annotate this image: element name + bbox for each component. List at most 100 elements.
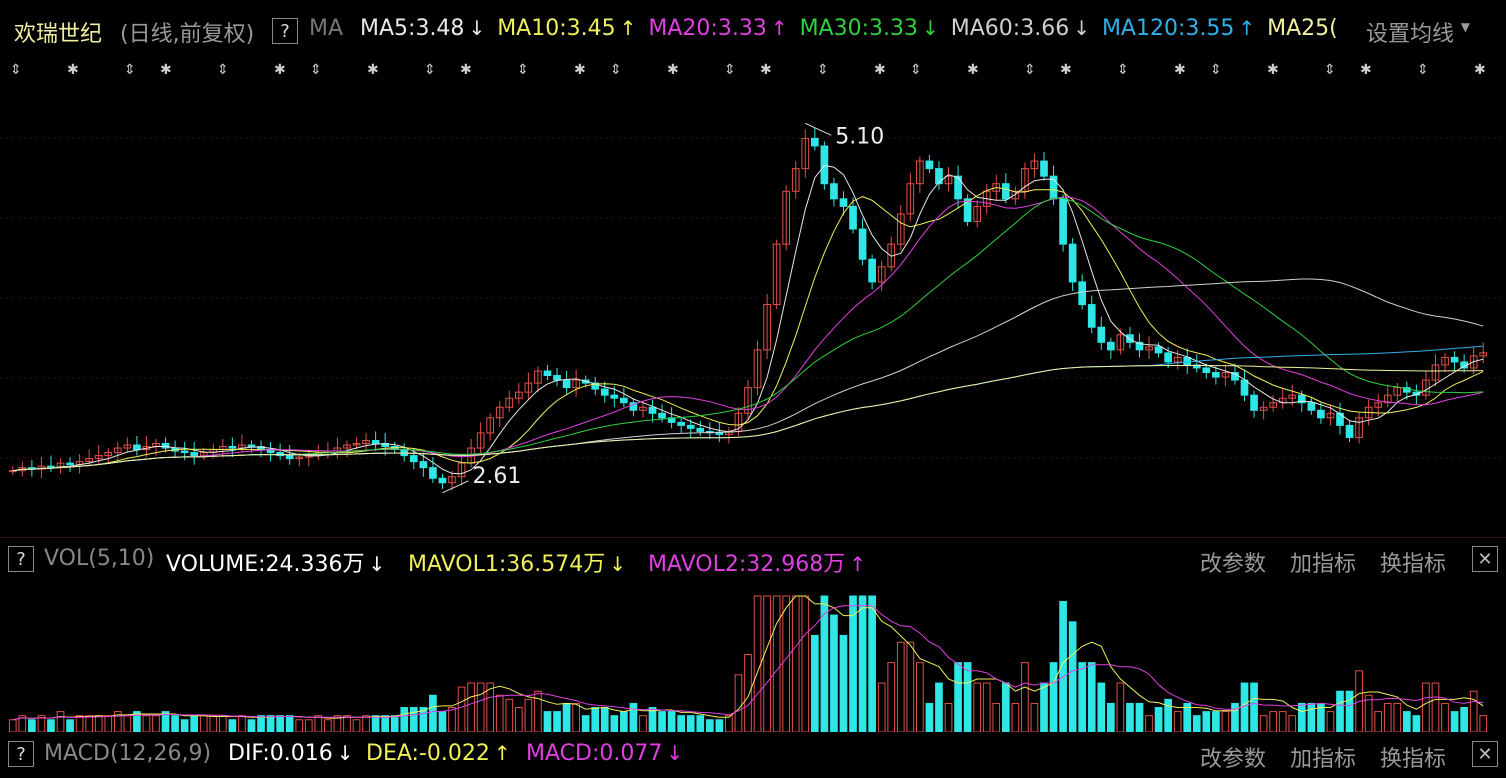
candle-up <box>37 465 46 470</box>
candle-down <box>1164 352 1172 363</box>
chart-mode[interactable]: (日线,前复权) <box>120 22 255 47</box>
event-marker-icon: ✱ <box>367 62 379 78</box>
ma-legend-label: MA25( <box>1267 16 1338 41</box>
volume-bar-up <box>1269 711 1278 732</box>
event-marker-icon: ✱ <box>1360 62 1372 78</box>
volume-bar-up <box>734 674 743 732</box>
ma-legend-item: MA30:3.33 ↓ <box>800 16 939 41</box>
candle-down <box>429 467 437 479</box>
volume-bar-up <box>763 595 771 732</box>
volume-bar-up <box>877 682 886 732</box>
volume-bar-down <box>1460 707 1468 732</box>
candle-up <box>1469 355 1478 369</box>
candle-up <box>352 443 361 446</box>
candle-up <box>1145 346 1153 351</box>
candle-up <box>104 452 113 457</box>
volume-chart[interactable] <box>0 576 1506 732</box>
macd-indicator-name[interactable]: MACD(12,26,9) <box>44 741 212 766</box>
candle-up <box>1393 387 1402 396</box>
close-icon[interactable]: ✕ <box>1472 546 1498 572</box>
volume-switch-indicator-button[interactable]: 换指标 <box>1380 552 1447 577</box>
volume-bar-up <box>238 715 246 732</box>
volume-bar-down <box>247 719 256 732</box>
ma-legend-label: MA60:3.66 <box>950 16 1070 41</box>
close-icon[interactable]: ✕ <box>1472 741 1498 767</box>
ma-settings-label: 设置均线 <box>1366 22 1455 47</box>
volume-bar-up <box>791 595 800 732</box>
macd-edit-params-button[interactable]: 改参数 <box>1200 747 1267 772</box>
mavol1-value: MAVOL1:36.574万 ↓ <box>408 546 626 578</box>
macd-add-indicator-button[interactable]: 加指标 <box>1290 747 1357 772</box>
volume-bar-up <box>199 715 208 732</box>
candle-down <box>820 145 829 185</box>
volume-bar-down <box>562 702 571 732</box>
candle-down <box>1068 243 1077 283</box>
volume-bar-up <box>1011 702 1020 732</box>
ma-help-button[interactable]: ? <box>272 18 298 44</box>
volume-bar-down <box>1040 682 1048 732</box>
mavol10-line <box>12 605 1484 721</box>
candle-down <box>1336 412 1344 426</box>
candle-up <box>992 183 1001 192</box>
candle-down <box>371 439 380 445</box>
macd-help-button[interactable]: ? <box>8 741 34 767</box>
volume-bar-up <box>982 682 991 732</box>
volume-bar-up <box>113 711 122 732</box>
volume-bar-down <box>677 715 686 732</box>
volume-bar-down <box>1345 690 1354 732</box>
dif-arrow: ↓ <box>336 741 354 765</box>
ma-legend-label: MA10:3.45 <box>497 16 616 41</box>
volume-bar-up <box>1479 715 1488 732</box>
candle-up <box>791 168 800 192</box>
volume-bar-up <box>123 715 132 732</box>
event-marker-icon: ⇕ <box>217 62 229 78</box>
event-marker-icon: ⇕ <box>517 62 529 78</box>
volume-bar-down <box>1450 711 1459 732</box>
volume-bar-up <box>314 715 323 732</box>
volume-edit-params-button[interactable]: 改参数 <box>1200 552 1267 577</box>
volume-bar-up <box>1021 662 1029 732</box>
candle-down <box>1212 372 1220 378</box>
candle-down <box>696 427 705 432</box>
candle-up <box>1431 364 1440 381</box>
indicator-name[interactable]: MA <box>309 16 344 41</box>
volume-add-indicator-button[interactable]: 加指标 <box>1290 552 1357 577</box>
volume-bar-down <box>429 694 437 732</box>
volume-bar-down <box>381 715 390 732</box>
candle-up <box>744 387 752 414</box>
event-marker-icon: ⇕ <box>1024 62 1036 78</box>
event-marker-icon: ⇕ <box>1117 62 1129 78</box>
event-marker-icon: ⇕ <box>910 62 922 78</box>
volume-bar-up <box>1364 694 1373 732</box>
ma-legend: MA5:3.48 ↓ MA10:3.45 ↑ MA20:3.33 ↑ MA30:3.33 ↓ M… <box>360 16 1350 41</box>
candle-down <box>1345 424 1354 438</box>
volume-help-button[interactable]: ? <box>8 546 34 572</box>
chevron-down-icon: ▼ <box>1460 20 1471 34</box>
volume-bar-up <box>104 715 113 732</box>
candle-down <box>1135 341 1144 351</box>
volume-bar-down <box>66 719 74 732</box>
macd-header: ? MACD(12,26,9) DIF:0.016 ↓ DEA:-0.022 ↑ M… <box>0 735 1506 773</box>
event-marker-icon: ✱ <box>1474 62 1486 78</box>
volume-bar-up <box>94 715 103 732</box>
event-marker-icon: ✱ <box>967 62 979 78</box>
volume-bar-up <box>896 641 905 732</box>
event-marker-icon: ⇕ <box>10 62 22 78</box>
volume-bar-up <box>1355 670 1363 732</box>
candle-up <box>476 432 485 449</box>
volume-bar-down <box>1164 698 1172 732</box>
volume-bar-up <box>505 698 514 732</box>
candle-down <box>1040 160 1048 177</box>
price-chart[interactable]: ⇕ ✱ ⇕ ✱ ⇕ ✱ ⇕ ✱ ⇕ ✱ ⇕ ✱ ⇕ ✱ ⇕ ✱ ⇕ ✱ ⇕ ✱ ⇕ ✱ ⇕ ✱ ⇕ ✱ ⇕ ✱ ⇕ ✱ 5.10 2.61 <box>0 58 1506 536</box>
candle-up <box>123 444 132 449</box>
volume-bar-up <box>639 715 647 732</box>
event-marker-icon: ✱ <box>667 62 679 78</box>
volume-bar-down <box>161 711 170 732</box>
volume-bar-down <box>963 662 972 732</box>
ma-settings-dropdown[interactable]: 设置均线 ▼ <box>1366 16 1473 48</box>
candle-down <box>849 205 857 230</box>
volume-bar-up <box>1221 711 1230 732</box>
low-pointer <box>442 480 469 494</box>
volume-indicator-name[interactable]: VOL(5,10) <box>44 546 155 571</box>
macd-switch-indicator-button[interactable]: 换指标 <box>1380 747 1447 772</box>
